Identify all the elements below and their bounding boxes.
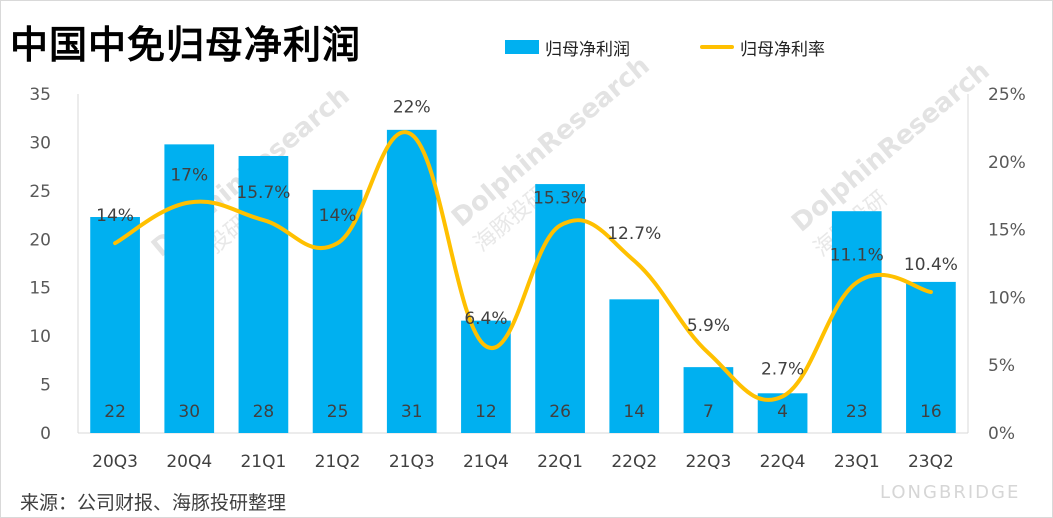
bar-data-label: 26 [549, 402, 571, 422]
bar [312, 189, 363, 433]
bar-data-label: 16 [920, 402, 942, 422]
source-note: 来源：公司财报、海豚投研整理 [20, 492, 287, 514]
y-right-tick-label: 5% [988, 356, 1015, 376]
x-tick-label: 22Q2 [611, 452, 657, 472]
x-tick-label: 22Q4 [760, 452, 806, 472]
x-tick-label: 20Q4 [166, 452, 212, 472]
bar [238, 155, 289, 433]
bar-data-label: 23 [846, 402, 868, 422]
watermark-brand: DolphinResearch [786, 56, 995, 238]
x-tick-label: 23Q2 [908, 452, 954, 472]
labels-layer: 22 30 28 25 31 12 26 14 7 4 23 16 14% 17% 15.7% 14% 22% 6… [96, 98, 958, 422]
x-tick-label: 22Q1 [537, 452, 583, 472]
line-data-label: 17% [170, 165, 208, 185]
bar-data-label: 4 [777, 402, 788, 422]
line-data-label: 2.7% [761, 359, 804, 379]
legend-item-net-profit: 归母净利润 [505, 35, 630, 60]
y-left-tick-label: 25 [29, 182, 51, 202]
watermark-corner: LONGBRIDGE [880, 482, 1020, 503]
y-left-tick-label: 35 [29, 85, 51, 105]
legend-item-net-margin: 归母净利率 [700, 35, 825, 60]
line-data-label: 15.7% [236, 183, 290, 203]
bar [831, 211, 882, 433]
bar [164, 144, 215, 433]
series-line-net-margin [113, 130, 933, 402]
y-right-tick-label: 10% [988, 288, 1026, 308]
y-left-tick-label: 5 [40, 376, 51, 396]
chart-title: 中国中免归母净利润 [10, 23, 362, 67]
bar-data-label: 31 [401, 402, 423, 422]
bar [609, 299, 660, 433]
y-right-tick-label: 15% [988, 221, 1026, 241]
bar-data-label: 7 [703, 402, 714, 422]
legend-swatch-line [700, 45, 734, 49]
y-left-tick-label: 10 [29, 327, 51, 347]
line-data-label: 15.3% [533, 189, 587, 209]
y-right-tick-label: 20% [988, 153, 1026, 173]
y-left-tick-label: 15 [29, 279, 51, 299]
bar [683, 367, 734, 433]
bar-data-label: 22 [104, 402, 126, 422]
line-data-label: 22% [393, 98, 431, 118]
y-right-tick-label: 25% [988, 85, 1026, 105]
x-tick-label: 21Q4 [463, 452, 509, 472]
line-data-label: 14% [319, 206, 357, 226]
line-data-label: 5.9% [687, 316, 730, 336]
bar-data-label: 28 [253, 402, 275, 422]
x-tick-label: 21Q2 [315, 452, 361, 472]
legend-swatch-bar [505, 40, 539, 54]
y-left-tick-label: 30 [29, 133, 51, 153]
legend-label-net-profit: 归母净利润 [545, 39, 630, 60]
bar-data-label: 30 [178, 402, 200, 422]
x-tick-label: 22Q3 [685, 452, 731, 472]
line-layer [113, 130, 933, 402]
bars-layer [90, 129, 956, 433]
line-data-label: 12.7% [607, 224, 661, 244]
x-tick-label: 20Q3 [92, 452, 138, 472]
y-left-tick-label: 20 [29, 230, 51, 250]
line-data-label: 10.4% [904, 255, 958, 275]
bar [906, 281, 956, 433]
y-right-tick-label: 0% [988, 424, 1015, 444]
bar [386, 129, 437, 433]
bar-data-label: 25 [327, 402, 349, 422]
x-tick-label: 21Q1 [240, 452, 286, 472]
x-tick-label: 23Q1 [834, 452, 880, 472]
bar-data-label: 12 [475, 402, 497, 422]
line-data-label: 14% [96, 206, 134, 226]
bar-data-label: 14 [623, 402, 645, 422]
legend: 归母净利润 归母净利率 [505, 35, 895, 60]
line-data-label: 6.4% [464, 309, 507, 329]
bar [90, 217, 140, 433]
x-tick-label: 21Q3 [389, 452, 435, 472]
legend-label-net-margin: 归母净利率 [740, 39, 825, 60]
axes-layer: 0 5 10 15 20 25 30 35 0% 5% 10% 15% 20% 25% 20Q3 20Q4 21… [29, 85, 1025, 472]
y-left-tick-label: 0 [40, 424, 51, 444]
line-data-label: 11.1% [830, 245, 884, 265]
